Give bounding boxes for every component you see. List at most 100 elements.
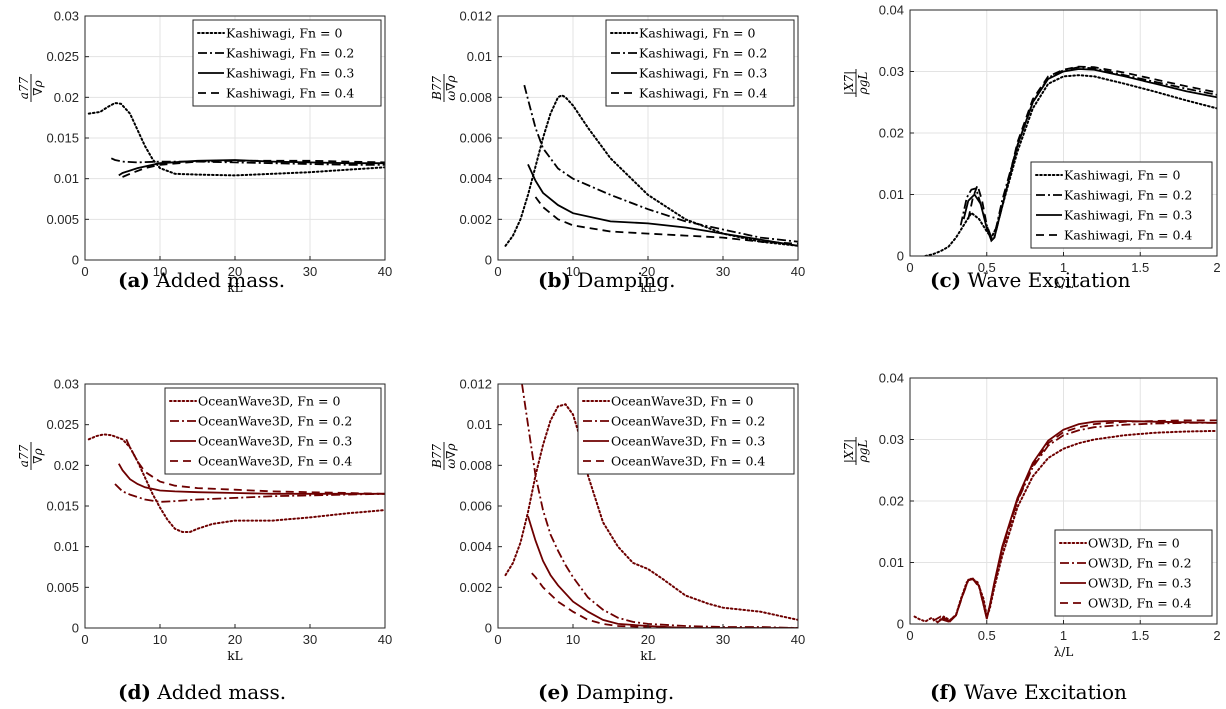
legend-entry: OceanWave3D, Fn = 0 [611, 394, 753, 409]
x-tick-label: 30 [716, 632, 730, 647]
legend-box [605, 19, 795, 107]
y-tick-label: 0.002 [459, 580, 492, 595]
x-tick-label: 10 [566, 632, 580, 647]
y-tick-label: 0.008 [459, 90, 492, 105]
y-tick-label: 0.006 [459, 131, 492, 146]
series-line-1 [87, 433, 385, 533]
y-tick-label: 0.01 [467, 417, 492, 432]
subfigure-caption: (b) Damping. [538, 268, 675, 292]
legend: Kashiwagi, Fn = 0 Kashiwagi, Fn = 0.2 Kash… [605, 19, 795, 107]
y-tick-label: 0.005 [46, 580, 79, 595]
y-label-numerator: |X7| [842, 71, 856, 95]
y-tick-label: 0.01 [54, 539, 79, 554]
x-tick-label: 0 [494, 632, 501, 647]
y-tick-label: 0.006 [459, 499, 492, 514]
y-tick-label: 0.01 [879, 187, 904, 202]
series-line-2 [114, 483, 385, 503]
series-line-3 [962, 68, 1217, 243]
caption-text: Wave Excitation [963, 680, 1127, 704]
legend-entry: OceanWave3D, Fn = 0.4 [198, 454, 352, 469]
y-tick-label: 0.02 [54, 90, 79, 105]
y-label-denominator: ∇ρ [31, 448, 45, 463]
y-tick-label: 0 [72, 621, 79, 636]
y-label-denominator: ∇ρ [31, 80, 45, 95]
y-tick-label: 0.025 [46, 49, 79, 64]
legend-entry: Kashiwagi, Fn = 0.3 [639, 66, 767, 81]
legend-entry: OceanWave3D, Fn = 0.3 [198, 434, 352, 449]
legend-entry: Kashiwagi, Fn = 0.2 [639, 46, 767, 61]
caption-tag: (f) [930, 680, 958, 704]
y-label-numerator: |X7| [842, 439, 856, 463]
legend-entry: OW3D, Fn = 0.3 [1088, 576, 1192, 591]
legend: OceanWave3D, Fn = 0 OceanWave3D, Fn = 0.2… [164, 387, 382, 475]
y-tick-label: 0.025 [46, 417, 79, 432]
legend-entry: OW3D, Fn = 0 [1088, 536, 1180, 551]
y-tick-label: 0.008 [459, 458, 492, 473]
y-tick-label: 0.002 [459, 212, 492, 227]
legend-entry: Kashiwagi, Fn = 0.3 [226, 66, 354, 81]
legend-entry: Kashiwagi, Fn = 0.2 [226, 46, 354, 61]
y-tick-label: 0.03 [879, 64, 904, 79]
legend-entry: OceanWave3D, Fn = 0 [198, 394, 340, 409]
y-tick-label: 0 [485, 621, 492, 636]
legend-box [1030, 161, 1213, 249]
chart-panel-d: 0 10 20 30 40 0 0.005 0.01 0.015 0.02 0.025 0.03 kL a… [17, 377, 392, 664]
y-tick-label: 0 [485, 253, 492, 268]
chart-panel-b: 0 10 20 30 40 0 0.002 0.004 0.006 0.008 0.01 0.012 k… [430, 9, 805, 296]
series-line-4 [122, 159, 385, 178]
legend-entry: Kashiwagi, Fn = 0 [1064, 168, 1180, 183]
caption-text: Damping. [577, 268, 676, 292]
legend-entry: OW3D, Fn = 0.2 [1088, 556, 1192, 571]
y-axis-label: |X7| ρgL [842, 437, 870, 465]
legend-box [164, 387, 382, 475]
x-tick-label: 20 [228, 264, 242, 279]
x-tick-label: 40 [378, 264, 392, 279]
y-label-denominator: ρgL [856, 440, 870, 464]
caption-tag: (b) [538, 268, 571, 292]
series-line-1 [87, 101, 385, 177]
legend-entry: Kashiwagi, Fn = 0 [639, 26, 755, 41]
x-tick-label: 0.5 [978, 628, 996, 643]
y-tick-label: 0.005 [46, 212, 79, 227]
legend-entry: Kashiwagi, Fn = 0.4 [639, 86, 767, 101]
y-tick-label: 0.01 [54, 171, 79, 186]
x-axis-label: kL [640, 649, 655, 663]
y-tick-label: 0.04 [879, 3, 904, 18]
legend-box [577, 387, 795, 475]
y-axis-label: B77 ω∇ρ [430, 74, 458, 102]
legend-entry: Kashiwagi, Fn = 0.3 [1064, 208, 1192, 223]
x-tick-label: 2 [1213, 260, 1220, 275]
caption-text: Wave Excitation [967, 268, 1131, 292]
x-tick-label: 1.5 [1131, 628, 1149, 643]
x-axis-label: kL [227, 649, 242, 663]
y-label-numerator: B77 [430, 444, 444, 469]
y-tick-label: 0.012 [459, 377, 492, 392]
x-axis-label: λ/L [1054, 645, 1074, 659]
y-tick-label: 0.015 [46, 131, 79, 146]
y-tick-label: 0.012 [459, 9, 492, 24]
y-tick-label: 0 [897, 617, 904, 632]
legend-entry: Kashiwagi, Fn = 0 [226, 26, 342, 41]
y-tick-label: 0.01 [879, 555, 904, 570]
y-tick-label: 0.02 [879, 494, 904, 509]
legend-box [192, 19, 382, 107]
y-tick-label: 0 [72, 253, 79, 268]
x-tick-label: 0.5 [978, 260, 996, 275]
x-tick-label: 40 [378, 632, 392, 647]
subfigure-caption: (c) Wave Excitation [930, 268, 1131, 292]
legend-entry: Kashiwagi, Fn = 0.4 [1064, 228, 1192, 243]
y-label-denominator: ω∇ρ [444, 443, 458, 468]
legend: OceanWave3D, Fn = 0 OceanWave3D, Fn = 0.2… [577, 387, 795, 475]
subfigure-caption: (e) Damping. [538, 680, 674, 704]
series-line-3 [118, 463, 385, 495]
series-line-2 [523, 84, 798, 243]
y-axis-label: a77 ∇ρ [17, 442, 45, 470]
caption-tag: (e) [538, 680, 570, 704]
series-line-3 [527, 515, 798, 628]
legend: OW3D, Fn = 0 OW3D, Fn = 0.2 OW3D, Fn = 0.3… [1054, 529, 1213, 617]
y-axis-label: a77 ∇ρ [17, 74, 45, 102]
x-axis-label: λ/L [1054, 277, 1074, 291]
x-tick-label: 20 [641, 632, 655, 647]
legend-entry: OceanWave3D, Fn = 0.2 [611, 414, 765, 429]
